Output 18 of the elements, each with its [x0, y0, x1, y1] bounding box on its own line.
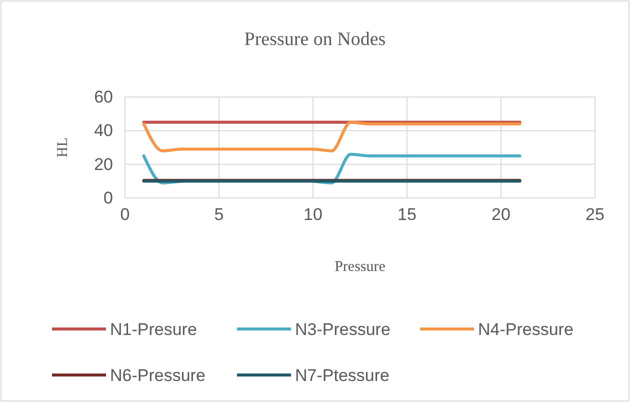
y-tick-label: 20: [94, 154, 113, 174]
legend-label: N4-Pressure: [478, 320, 574, 339]
x-tick-label: 5: [214, 205, 224, 224]
x-tick-label: 10: [304, 205, 322, 224]
legend-label: N7-Ptessure: [295, 366, 390, 385]
x-tick-label: 25: [586, 205, 604, 224]
y-tick-label: 0: [104, 188, 113, 208]
y-tick-label: 40: [94, 121, 113, 140]
y-axis-title: HL: [55, 138, 71, 158]
legend-label: N6-Pressure: [110, 366, 206, 385]
chart-title: Pressure on Nodes: [244, 29, 386, 50]
x-tick-label: 0: [120, 205, 130, 224]
legend-label: N1-Presure: [110, 320, 197, 339]
x-axis-title: Pressure: [334, 259, 386, 275]
x-tick-label: 15: [398, 205, 416, 224]
x-tick-label: 20: [492, 205, 510, 224]
legend-label: N3-Pressure: [295, 320, 390, 339]
y-tick-label: 60: [94, 87, 113, 106]
